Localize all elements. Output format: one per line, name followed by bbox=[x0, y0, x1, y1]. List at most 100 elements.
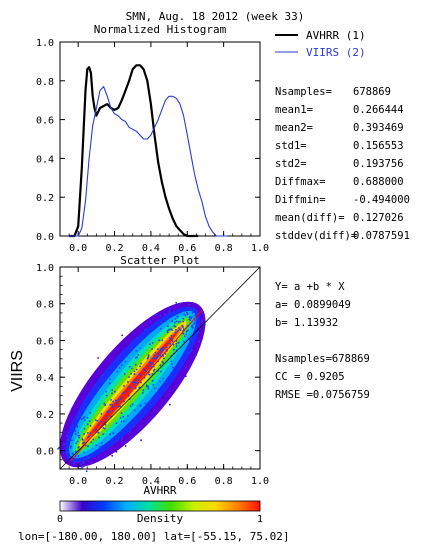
scatter-point bbox=[87, 445, 89, 448]
scatter-point bbox=[162, 377, 165, 380]
scatter-point bbox=[94, 384, 96, 387]
scatter-point bbox=[149, 320, 152, 322]
scatter-point bbox=[181, 325, 184, 327]
scatter-point bbox=[82, 441, 85, 444]
regression-line bbox=[70, 309, 203, 462]
scatter-point bbox=[147, 385, 150, 388]
scatter-point bbox=[78, 436, 81, 439]
scatter-point bbox=[113, 390, 116, 393]
scatter-point bbox=[169, 403, 171, 406]
scatter-point bbox=[104, 404, 107, 406]
legend-label-avhrr: AVHRR (1) bbox=[306, 29, 366, 42]
scatter-point bbox=[115, 450, 118, 453]
scatter-point bbox=[165, 346, 168, 348]
scatter-y-tick-label: 0.0 bbox=[36, 447, 54, 458]
regression-stat: Nsamples=678869 bbox=[275, 353, 370, 365]
scatter-point bbox=[82, 457, 85, 460]
scatter-point bbox=[155, 322, 158, 325]
scatter-point bbox=[82, 462, 85, 464]
scatter-point bbox=[156, 354, 159, 357]
scatter-x-tick-label: 0.2 bbox=[106, 476, 124, 487]
scatter-point bbox=[140, 439, 143, 442]
scatter-point bbox=[179, 320, 181, 323]
scatter-point bbox=[167, 325, 169, 328]
scatter-point bbox=[120, 420, 123, 423]
scatter-point bbox=[183, 340, 185, 343]
scatter-point bbox=[147, 365, 150, 367]
regression-stat: Y= a +b * X bbox=[275, 281, 345, 293]
density-colorbar bbox=[59, 500, 261, 512]
scatter-point bbox=[83, 427, 86, 430]
scatter-point bbox=[140, 362, 143, 365]
coordinate-range: lon=[-180.00, 180.00] lat=[-55.15, 75.02… bbox=[18, 530, 290, 543]
scatter-point bbox=[83, 451, 85, 454]
scatter-point bbox=[130, 423, 133, 425]
scatter-point bbox=[196, 331, 199, 334]
scatter-point bbox=[131, 403, 134, 406]
scatter-point bbox=[140, 374, 143, 377]
scatter-point bbox=[175, 320, 178, 322]
scatter-point bbox=[194, 321, 196, 324]
scatter-point bbox=[138, 379, 140, 381]
scatter-point bbox=[120, 364, 123, 367]
stat-label: std1= bbox=[275, 140, 307, 152]
stat-value: 0.156553 bbox=[353, 140, 404, 152]
regression-stat: a= 0.0899049 bbox=[275, 299, 351, 311]
regression-stat: b= 1.13932 bbox=[275, 317, 338, 329]
scatter-point bbox=[80, 418, 83, 420]
scatter-point bbox=[184, 375, 187, 377]
scatter-point bbox=[188, 338, 191, 341]
scatter-point bbox=[163, 313, 166, 315]
scatter-point bbox=[109, 403, 112, 406]
scatter-point bbox=[76, 440, 79, 443]
scatter-point bbox=[115, 439, 118, 442]
scatter-point bbox=[201, 319, 203, 322]
scatter-point bbox=[190, 325, 193, 328]
hist-y-tick-label: 0.6 bbox=[36, 116, 54, 127]
scatter-point bbox=[81, 466, 83, 469]
scatter-point bbox=[137, 354, 140, 356]
scatter-point bbox=[168, 310, 171, 312]
scatter-point bbox=[62, 452, 65, 455]
scatter-point bbox=[97, 431, 99, 434]
scatter-point bbox=[79, 457, 81, 460]
scatter-point bbox=[97, 424, 100, 427]
scatter-point bbox=[105, 390, 108, 393]
scatter-point bbox=[119, 397, 122, 400]
scatter-point bbox=[81, 438, 84, 440]
scatter-point bbox=[149, 363, 152, 366]
scatter-point bbox=[97, 456, 100, 459]
hist-y-tick-label: 0.8 bbox=[36, 77, 54, 88]
scatter-point bbox=[174, 387, 176, 390]
stat-value: -0.494000 bbox=[353, 194, 410, 206]
scatter-point bbox=[69, 459, 72, 462]
scatter-point bbox=[128, 430, 131, 433]
scatter-point bbox=[133, 418, 136, 420]
scatter-point bbox=[142, 389, 145, 392]
scatter-point bbox=[144, 402, 147, 405]
scatter-point bbox=[184, 314, 187, 317]
scatter-y-tick-label: 1.0 bbox=[36, 263, 54, 274]
scatter-point bbox=[148, 361, 151, 364]
scatter-point bbox=[77, 435, 79, 437]
scatter-point bbox=[195, 327, 198, 330]
scatter-point bbox=[86, 417, 89, 419]
scatter-point bbox=[204, 324, 206, 326]
scatter-point bbox=[152, 370, 155, 372]
scatter-point bbox=[106, 411, 108, 413]
scatter-point bbox=[104, 423, 107, 426]
scatter-point bbox=[73, 430, 76, 433]
scatter-point bbox=[174, 331, 177, 334]
scatter-point bbox=[192, 311, 195, 313]
regression-stat: CC = 0.9205 bbox=[275, 371, 345, 383]
scatter-point bbox=[184, 367, 187, 369]
scatter-point bbox=[99, 445, 101, 448]
scatter-point bbox=[135, 382, 137, 385]
scatter-point bbox=[144, 369, 146, 372]
scatter-point bbox=[188, 351, 190, 354]
scatter-point bbox=[101, 444, 104, 447]
scatter-point bbox=[100, 413, 103, 415]
stat-label: mean1= bbox=[275, 104, 313, 116]
scatter-point bbox=[195, 318, 198, 321]
stat-label: stddev(diff)= bbox=[275, 230, 357, 242]
